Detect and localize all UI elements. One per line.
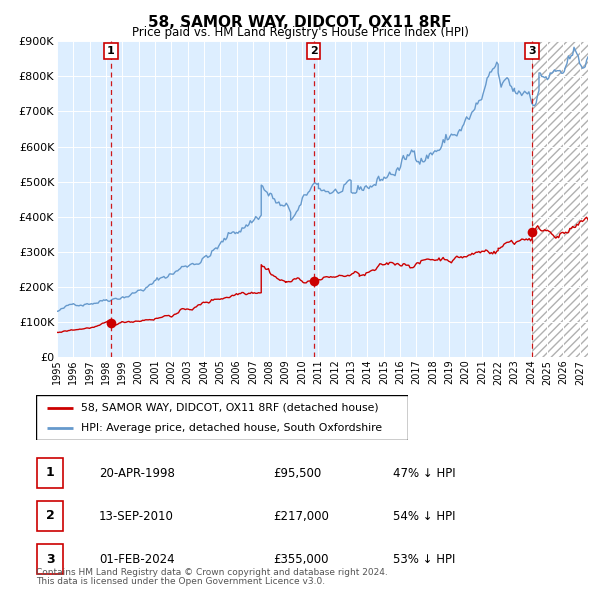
Text: 54% ↓ HPI: 54% ↓ HPI (393, 510, 455, 523)
Text: Contains HM Land Registry data © Crown copyright and database right 2024.: Contains HM Land Registry data © Crown c… (36, 568, 388, 577)
Text: 53% ↓ HPI: 53% ↓ HPI (393, 553, 455, 566)
Text: 13-SEP-2010: 13-SEP-2010 (99, 510, 174, 523)
Text: 2: 2 (310, 46, 317, 56)
Text: 1: 1 (46, 466, 55, 480)
Text: 47% ↓ HPI: 47% ↓ HPI (393, 467, 455, 480)
Text: £355,000: £355,000 (273, 553, 329, 566)
Bar (532, 41, 588, 357)
Text: 58, SAMOR WAY, DIDCOT, OX11 8RF (detached house): 58, SAMOR WAY, DIDCOT, OX11 8RF (detache… (80, 403, 378, 412)
Text: 20-APR-1998: 20-APR-1998 (99, 467, 175, 480)
Bar (57, 41, 532, 357)
Text: 01-FEB-2024: 01-FEB-2024 (99, 553, 175, 566)
Bar (532, 41, 588, 357)
Text: 3: 3 (529, 46, 536, 56)
Text: 3: 3 (46, 552, 55, 566)
Text: £217,000: £217,000 (273, 510, 329, 523)
Text: This data is licensed under the Open Government Licence v3.0.: This data is licensed under the Open Gov… (36, 578, 325, 586)
Text: 2: 2 (46, 509, 55, 523)
Text: £95,500: £95,500 (273, 467, 321, 480)
Text: 58, SAMOR WAY, DIDCOT, OX11 8RF: 58, SAMOR WAY, DIDCOT, OX11 8RF (148, 15, 452, 30)
Text: HPI: Average price, detached house, South Oxfordshire: HPI: Average price, detached house, Sout… (80, 422, 382, 432)
Text: 1: 1 (107, 46, 115, 56)
Text: Price paid vs. HM Land Registry's House Price Index (HPI): Price paid vs. HM Land Registry's House … (131, 26, 469, 39)
